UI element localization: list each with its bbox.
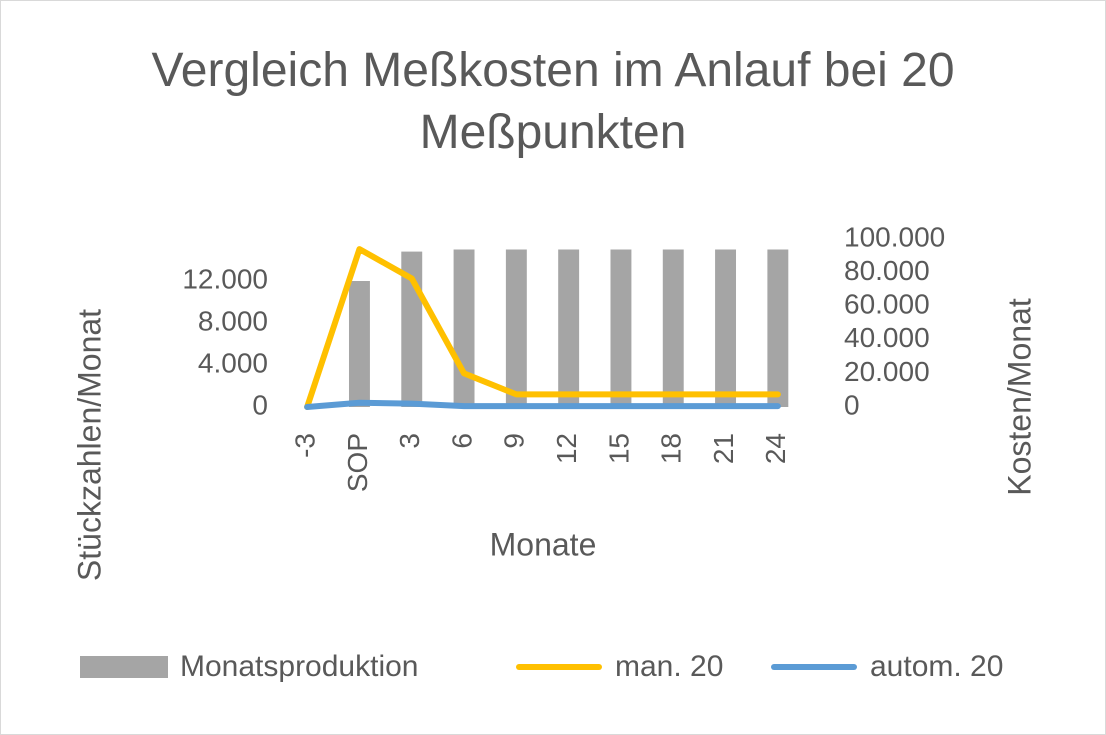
y2-axis-title: Kosten/Monat xyxy=(1001,298,1037,496)
x-tick-label: 18 xyxy=(656,433,687,464)
x-axis-title: Monate xyxy=(490,526,597,562)
legend-label: Monatsproduktion xyxy=(180,650,418,683)
bar xyxy=(715,249,737,407)
y2-tick-label: 100.000 xyxy=(844,221,945,252)
y-tick-label: 4.000 xyxy=(198,347,268,378)
x-tick-label: SOP xyxy=(342,433,373,492)
y2-tick-label: 40.000 xyxy=(844,322,930,353)
bar xyxy=(505,249,527,407)
y-tick-label: 0 xyxy=(252,389,268,420)
y-tick-label: 12.000 xyxy=(182,263,268,294)
line xyxy=(304,246,781,410)
x-tick-label: 21 xyxy=(708,433,739,464)
x-tick-label: 6 xyxy=(446,433,477,449)
x-tick-label: -3 xyxy=(290,433,321,458)
y-tick-label: 8.000 xyxy=(198,305,268,336)
x-tick-label: 15 xyxy=(603,433,634,464)
bar xyxy=(610,249,632,407)
legend-label: autom. 20 xyxy=(870,650,1003,683)
x-tick-label: 3 xyxy=(394,433,425,449)
bar xyxy=(453,249,475,407)
line xyxy=(304,399,781,410)
x-tick-label: 12 xyxy=(551,433,582,464)
y2-tick-label: 0 xyxy=(844,389,860,420)
x-tick-label: 24 xyxy=(760,433,791,464)
y2-tick-label: 60.000 xyxy=(844,289,930,320)
bar xyxy=(348,281,370,407)
bar xyxy=(558,249,580,407)
y2-tick-label: 80.000 xyxy=(844,255,930,286)
legend-swatch xyxy=(80,656,168,678)
chart-title: Vergleich Meßkosten im Anlauf bei 20 Meß… xyxy=(151,44,955,159)
bar xyxy=(662,249,684,407)
y-axis-title: Stückzahlen/Monat xyxy=(71,309,107,581)
legend-label: man. 20 xyxy=(615,650,723,683)
y2-tick-label: 20.000 xyxy=(844,356,930,387)
x-tick-label: 9 xyxy=(499,433,530,449)
bar xyxy=(767,249,789,407)
